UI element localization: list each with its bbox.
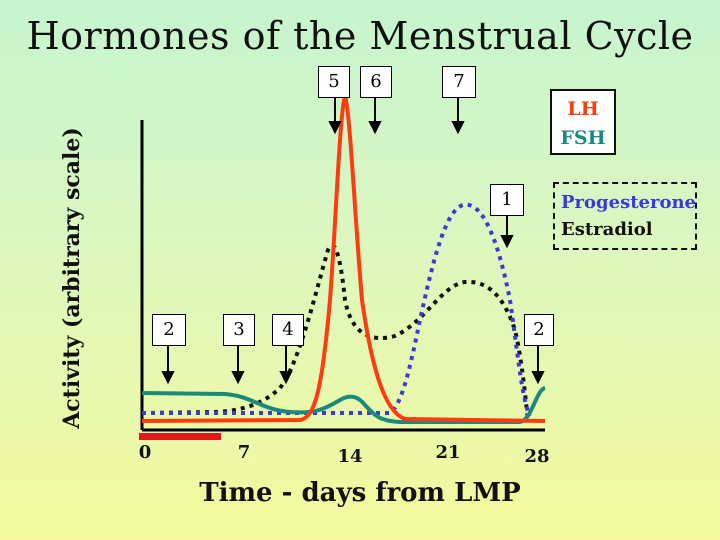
page-title: Hormones of the Menstrual Cycle <box>26 14 694 58</box>
progesterone-curve <box>142 202 532 417</box>
marker-box-5: 5 <box>318 66 350 98</box>
x-tick-28: 28 <box>524 446 550 467</box>
marker-box-4: 4 <box>272 314 304 346</box>
x-tick-0: 0 <box>138 442 152 463</box>
marker-box-7: 7 <box>442 66 476 98</box>
marker-box-2-right: 2 <box>524 314 554 346</box>
x-axis-label: Time - days from LMP <box>199 478 521 508</box>
fsh-curve <box>141 386 547 424</box>
lh-curve <box>141 90 546 423</box>
legend-lh-fsh: LH FSH <box>550 89 616 155</box>
legend-estradiol: Estradiol <box>561 219 653 240</box>
marker-box-3: 3 <box>223 314 255 346</box>
legend-progesterone: Progesterone <box>561 192 696 213</box>
x-tick-21: 21 <box>435 442 461 463</box>
marker-box-6: 6 <box>360 66 392 98</box>
marker-box-1: 1 <box>490 184 524 216</box>
legend-lh: LH <box>567 98 599 120</box>
x-tick-14: 14 <box>337 446 363 467</box>
legend-fsh: FSH <box>560 127 606 149</box>
marker-box-2-left: 2 <box>152 314 186 346</box>
menses-bar <box>139 433 221 440</box>
x-tick-7: 7 <box>237 442 251 463</box>
marker-arrows <box>161 98 545 385</box>
legend-progesterone-estradiol: Progesterone Estradiol <box>553 182 697 250</box>
